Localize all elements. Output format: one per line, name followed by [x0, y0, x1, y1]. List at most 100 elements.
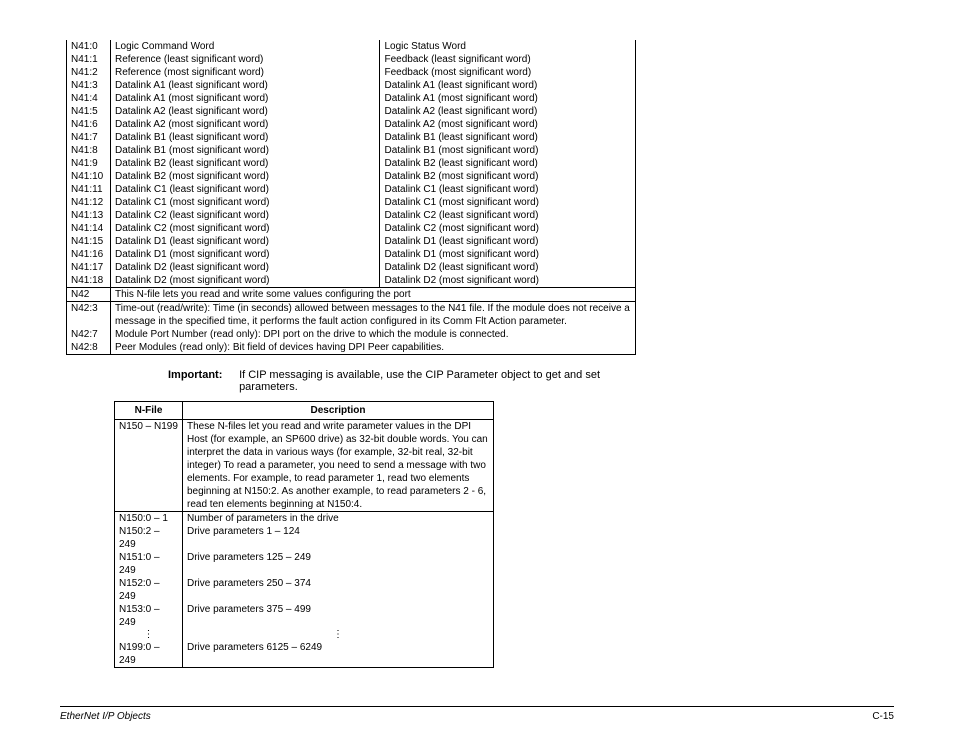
nfile-col-b: Datalink B1 (least significant word) — [380, 131, 636, 144]
nfile-col-a: Datalink C2 (least significant word) — [110, 209, 379, 222]
table-row: N41:11Datalink C1 (least significant wor… — [67, 183, 636, 196]
table-row: N41:6Datalink A2 (most significant word)… — [67, 118, 636, 131]
nfile-col-a: Datalink A2 (least significant word) — [110, 105, 379, 118]
nfile-description: Peer Modules (read only): Bit field of d… — [110, 341, 635, 355]
table-row: N41:7Datalink B1 (least significant word… — [67, 131, 636, 144]
table-row: N41:5Datalink A2 (least significant word… — [67, 105, 636, 118]
table-row: N42:8Peer Modules (read only): Bit field… — [67, 341, 636, 355]
table-row: N41:3Datalink A1 (least significant word… — [67, 79, 636, 92]
nfile-key: N41:2 — [67, 66, 111, 79]
nfile-col-b: Datalink C1 (most significant word) — [380, 196, 636, 209]
table-row: N199:0 – 249Drive parameters 6125 – 6249 — [115, 641, 494, 668]
nfile-key: N41:3 — [67, 79, 111, 92]
table-row: N150:0 – 1Number of parameters in the dr… — [115, 512, 494, 526]
nfile-col-b: Datalink D1 (least significant word) — [380, 235, 636, 248]
table-row: N150 – N199These N-files let you read an… — [115, 420, 494, 512]
nfile-description: This N-file lets you read and write some… — [110, 288, 635, 302]
nfile-description: Drive parameters 1 – 124 — [183, 525, 494, 551]
page-content: N41:0Logic Command WordLogic Status Word… — [0, 0, 954, 688]
header-nfile: N-File — [115, 402, 183, 420]
vertical-ellipsis-icon: ⋮ — [187, 629, 489, 641]
nfile-col-a: Datalink A1 (most significant word) — [110, 92, 379, 105]
nfile-col-a: Reference (least significant word) — [110, 53, 379, 66]
nfile-range: N150 – N199 — [115, 420, 183, 512]
nfile-col-a: Datalink C1 (least significant word) — [110, 183, 379, 196]
nfile-key: N42:7 — [67, 328, 111, 341]
nfile-range: N150:0 – 1 — [115, 512, 183, 526]
nfile-col-b: Datalink C1 (least significant word) — [380, 183, 636, 196]
nfile-range: N152:0 – 249 — [115, 577, 183, 603]
n-file-table-1: N41:0Logic Command WordLogic Status Word… — [66, 40, 636, 355]
nfile-col-a: Datalink A2 (most significant word) — [110, 118, 379, 131]
nfile-col-a: Datalink B1 (least significant word) — [110, 131, 379, 144]
nfile-key: N41:16 — [67, 248, 111, 261]
nfile-range: N199:0 – 249 — [115, 641, 183, 668]
nfile-col-b: Datalink D2 (least significant word) — [380, 261, 636, 274]
nfile-key: N41:15 — [67, 235, 111, 248]
nfile-col-b: Datalink C2 (least significant word) — [380, 209, 636, 222]
nfile-key: N42 — [67, 288, 111, 302]
vertical-ellipsis-icon: ⋮ — [119, 629, 178, 641]
nfile-key: N41:7 — [67, 131, 111, 144]
table-row: N153:0 – 249Drive parameters 375 – 499 — [115, 603, 494, 629]
table-row: N41:13Datalink C2 (least significant wor… — [67, 209, 636, 222]
important-label: Important: — [168, 369, 236, 381]
table-row: N42This N-file lets you read and write s… — [67, 288, 636, 302]
nfile-col-b: Datalink A1 (most significant word) — [380, 92, 636, 105]
table-row: N41:10Datalink B2 (most significant word… — [67, 170, 636, 183]
nfile-col-a: Datalink D1 (least significant word) — [110, 235, 379, 248]
nfile-description: Drive parameters 125 – 249 — [183, 551, 494, 577]
nfile-key: N41:11 — [67, 183, 111, 196]
footer-right: C-15 — [872, 711, 894, 722]
nfile-range: N153:0 – 249 — [115, 603, 183, 629]
header-description: Description — [183, 402, 494, 420]
footer-left: EtherNet I/P Objects — [60, 711, 151, 722]
table-row: N42:7Module Port Number (read only): DPI… — [67, 328, 636, 341]
table-row: N42:3Time-out (read/write): Time (in sec… — [67, 302, 636, 329]
nfile-key: N41:0 — [67, 40, 111, 53]
table-row: N41:9Datalink B2 (least significant word… — [67, 157, 636, 170]
nfile-col-a: Datalink C1 (most significant word) — [110, 196, 379, 209]
nfile-col-b: Datalink B2 (most significant word) — [380, 170, 636, 183]
table-row: N41:15Datalink D1 (least significant wor… — [67, 235, 636, 248]
nfile-key: N41:17 — [67, 261, 111, 274]
nfile-col-b: Datalink C2 (most significant word) — [380, 222, 636, 235]
nfile-col-b: Datalink A2 (least significant word) — [380, 105, 636, 118]
table-row: N41:4Datalink A1 (most significant word)… — [67, 92, 636, 105]
nfile-description: Drive parameters 6125 – 6249 — [183, 641, 494, 668]
nfile-key: N41:14 — [67, 222, 111, 235]
nfile-description: Drive parameters 250 – 374 — [183, 577, 494, 603]
nfile-col-b: Datalink D2 (most significant word) — [380, 274, 636, 288]
important-note: Important: If CIP messaging is available… — [168, 369, 638, 393]
nfile-col-a: Datalink C2 (most significant word) — [110, 222, 379, 235]
table-row: N41:17 Datalink D2 (least significant wor… — [67, 261, 636, 274]
table-row: N41:18Datalink D2 (most significant word… — [67, 274, 636, 288]
nfile-col-b: Datalink A2 (most significant word) — [380, 118, 636, 131]
table-row: N41:8Datalink B1 (most significant word)… — [67, 144, 636, 157]
nfile-key: N42:3 — [67, 302, 111, 329]
nfile-description: These N-files let you read and write par… — [183, 420, 494, 512]
table-row: N41:12Datalink C1 (most significant word… — [67, 196, 636, 209]
nfile-col-a: Datalink D2 (most significant word) — [110, 274, 379, 288]
table-row: N41:1Reference (least significant word)F… — [67, 53, 636, 66]
table-row: N151:0 – 249Drive parameters 125 – 249 — [115, 551, 494, 577]
table-row: N150:2 – 249Drive parameters 1 – 124 — [115, 525, 494, 551]
nfile-col-a: Reference (most significant word) — [110, 66, 379, 79]
table-row-ellipsis: ⋮⋮ — [115, 629, 494, 641]
nfile-col-a: Datalink A1 (least significant word) — [110, 79, 379, 92]
important-text: If CIP messaging is available, use the C… — [239, 369, 619, 393]
table-row: N41:14Datalink C2 (most significant word… — [67, 222, 636, 235]
nfile-description: Module Port Number (read only): DPI port… — [110, 328, 635, 341]
table-row: N41:16 Datalink D1 (most significant word… — [67, 248, 636, 261]
n-file-table-2: N-File Description N150 – N199These N-fi… — [114, 401, 494, 668]
nfile-key: N41:6 — [67, 118, 111, 131]
nfile-col-b: Datalink B1 (most significant word) — [380, 144, 636, 157]
nfile-col-b: Datalink D1 (most significant word) — [380, 248, 636, 261]
nfile-description: Number of parameters in the drive — [183, 512, 494, 526]
nfile-col-b: Datalink A1 (least significant word) — [380, 79, 636, 92]
nfile-col-b: Feedback (least significant word) — [380, 53, 636, 66]
nfile-col-a: Logic Command Word — [110, 40, 379, 53]
table-row: N152:0 – 249Drive parameters 250 – 374 — [115, 577, 494, 603]
nfile-key: N41:12 — [67, 196, 111, 209]
nfile-key: N41:18 — [67, 274, 111, 288]
